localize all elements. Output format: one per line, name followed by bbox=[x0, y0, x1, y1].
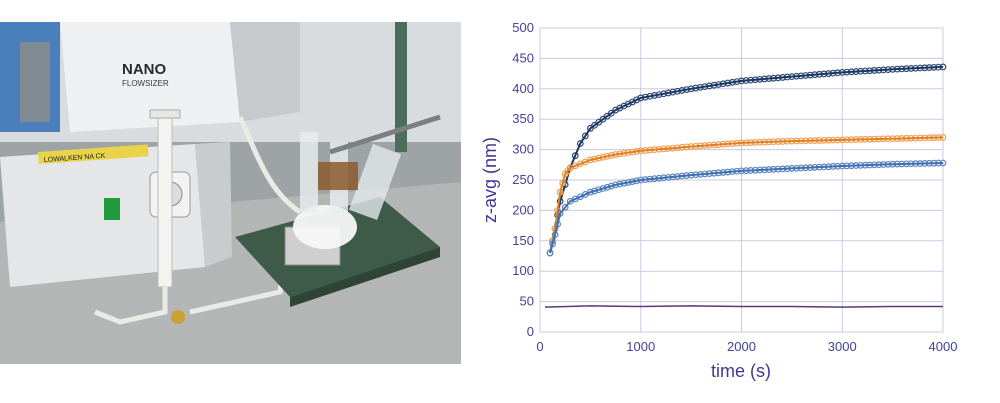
syringe bbox=[157, 116, 173, 288]
support-rod bbox=[395, 22, 407, 152]
flask bbox=[293, 205, 357, 249]
y-tick-label: 150 bbox=[512, 233, 534, 248]
chart-panel: 0 1000 2000 3000 4000 0 50 100 150 200 250 300 350 4… bbox=[470, 0, 1000, 403]
data-point bbox=[576, 140, 584, 147]
fit-line bbox=[549, 136, 944, 254]
series-3 bbox=[546, 159, 947, 257]
fit-line bbox=[549, 65, 944, 254]
y-tick-label: 0 bbox=[527, 324, 534, 339]
y-tick-label: 500 bbox=[512, 20, 534, 35]
data-point bbox=[561, 203, 569, 211]
y-axis-ticks: 0 50 100 150 200 250 300 350 400 450 500 bbox=[512, 20, 534, 339]
device-model-text: FLOWSIZER bbox=[122, 79, 169, 88]
device-brand-text: NANO bbox=[122, 61, 166, 78]
y-tick-label: 300 bbox=[512, 142, 534, 157]
apparatus-photo: NANO FLOWSIZER LOWALKEN NA CK bbox=[0, 22, 461, 364]
fit-line bbox=[544, 305, 943, 308]
series-2 bbox=[546, 134, 947, 257]
instrument-body bbox=[60, 22, 240, 132]
series-1 bbox=[546, 63, 947, 257]
x-tick-label: 4000 bbox=[929, 339, 958, 354]
power-switch bbox=[104, 198, 120, 220]
fit-line bbox=[549, 162, 944, 254]
y-tick-label: 200 bbox=[512, 202, 534, 217]
y-tick-label: 100 bbox=[512, 263, 534, 278]
x-axis-title: time (s) bbox=[711, 361, 771, 381]
x-tick-label: 2000 bbox=[727, 339, 756, 354]
x-tick-label: 0 bbox=[536, 339, 543, 354]
brass-fitting bbox=[171, 310, 185, 324]
data-point bbox=[581, 132, 589, 140]
z-avg-chart: 0 1000 2000 3000 4000 0 50 100 150 200 250 300 350 4… bbox=[480, 20, 957, 381]
series-4 bbox=[544, 305, 943, 308]
y-axis-title: z-avg (nm) bbox=[480, 137, 500, 223]
data-point bbox=[571, 152, 579, 160]
tape-label: LOWALKEN NA CK bbox=[44, 153, 106, 164]
y-tick-label: 350 bbox=[512, 111, 534, 126]
photo-illustration: NANO FLOWSIZER LOWALKEN NA CK bbox=[0, 22, 461, 364]
series-layer bbox=[544, 63, 947, 308]
x-tick-label: 1000 bbox=[626, 339, 655, 354]
y-tick-label: 450 bbox=[512, 50, 534, 65]
y-tick-label: 250 bbox=[512, 172, 534, 187]
x-axis-ticks: 0 1000 2000 3000 4000 bbox=[536, 339, 957, 354]
x-tick-label: 3000 bbox=[828, 339, 857, 354]
y-tick-label: 50 bbox=[520, 294, 534, 309]
y-tick-label: 400 bbox=[512, 81, 534, 96]
